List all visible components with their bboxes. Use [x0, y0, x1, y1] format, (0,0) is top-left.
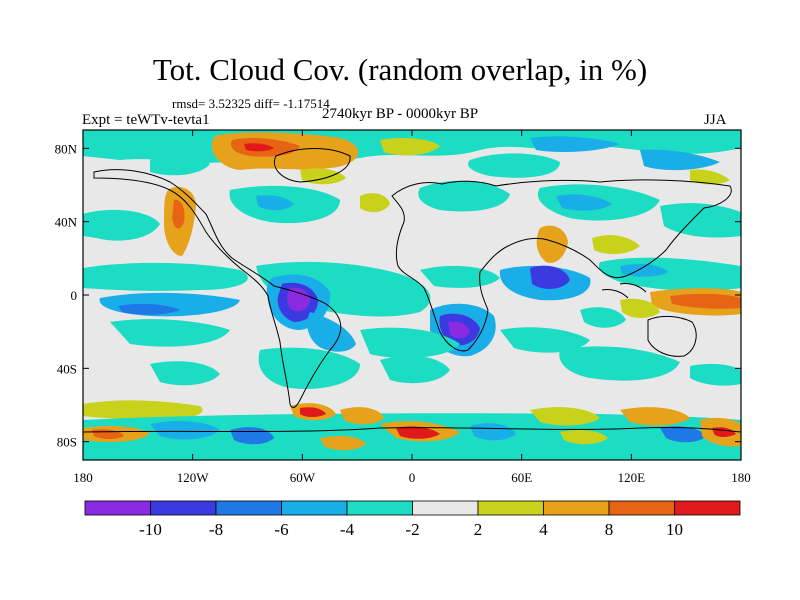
lat-tick-label: 40N [55, 215, 78, 230]
colorbar-swatch [281, 500, 348, 516]
colorbar-swatch [674, 500, 741, 516]
lat-tick-label: 0 [71, 288, 78, 303]
map-field [83, 130, 741, 460]
colorbar-swatch [412, 500, 479, 516]
colorbar-swatch [477, 500, 544, 516]
plot-title: Tot. Cloud Cov. (random overlap, in %) [152, 52, 648, 87]
period-label: 2740kyr BP - 0000kyr BP [322, 106, 479, 122]
colorbar-label: 4 [539, 520, 548, 539]
lon-tick-label: 60E [511, 470, 532, 485]
colorbar-label: -8 [209, 520, 223, 539]
axis-ticks: 80N 40N 0 40S 80S 180 120W 60W 0 60E 120E 180 [55, 130, 751, 485]
colorbar-label: 2 [474, 520, 483, 539]
arctic-anomalies [83, 130, 741, 185]
colorbar-swatch [608, 500, 675, 516]
lon-tick-label: 120W [177, 470, 210, 485]
colorbar-label: 10 [666, 520, 683, 539]
lon-tick-label: 60W [290, 470, 316, 485]
colorbar-swatch [346, 500, 413, 516]
coastlines [83, 148, 741, 433]
experiment-label: Expt = teWTv-tevta1 [82, 112, 210, 128]
lat-tick-label: 80N [55, 141, 78, 156]
colorbar-swatch [150, 500, 217, 516]
stats-label: rmsd= 3.52325 diff= -1.17514 [172, 96, 330, 111]
lat-tick-label: 40S [57, 361, 77, 376]
colorbar-label: -10 [139, 520, 162, 539]
colorbar: -10 -8 -6 -4 -2 2 4 8 10 [84, 500, 741, 539]
lon-tick-label: 120E [618, 470, 646, 485]
season-label: JJA [704, 112, 727, 128]
antarctic-anomalies [83, 400, 741, 460]
colorbar-label: 8 [605, 520, 614, 539]
colorbar-swatch [543, 500, 610, 516]
lon-tick-label: 0 [409, 470, 416, 485]
colorbar-label: -4 [340, 520, 355, 539]
tropical-anomalies [83, 257, 741, 359]
colorbar-label: -6 [274, 520, 288, 539]
lat-tick-label: 80S [57, 435, 77, 450]
colorbar-swatch [84, 500, 151, 516]
colorbar-swatch [215, 500, 282, 516]
northern-midlatitude-anomalies [83, 168, 741, 263]
colorbar-label: -2 [405, 520, 419, 539]
lon-tick-label: 180 [731, 470, 751, 485]
southern-midlatitude-anomalies [150, 346, 741, 389]
lon-tick-label: 180 [73, 470, 93, 485]
